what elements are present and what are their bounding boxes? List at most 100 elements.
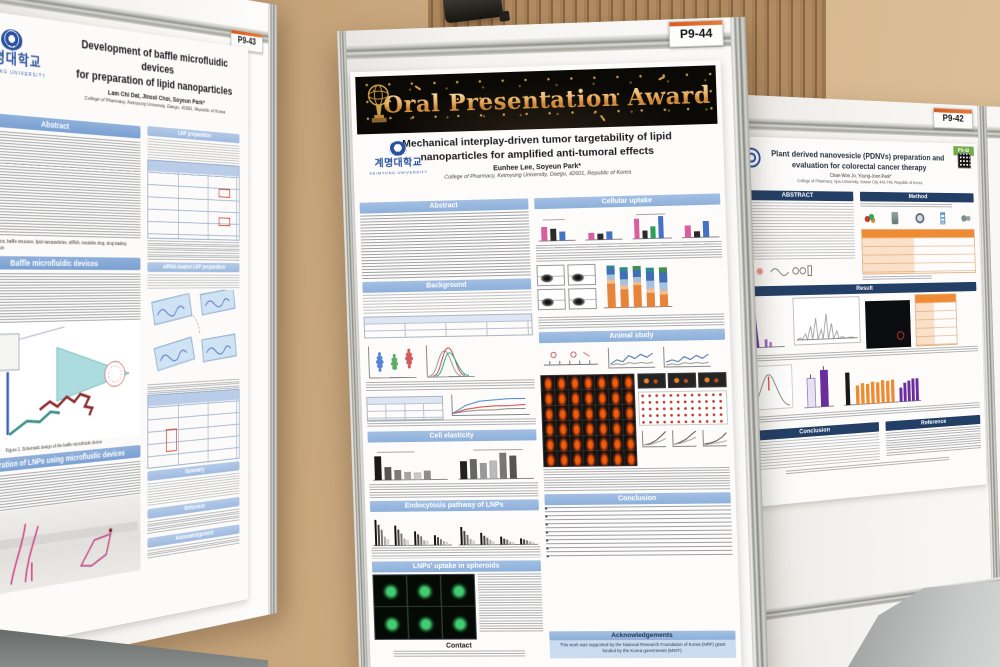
fruits-icon bbox=[863, 212, 876, 223]
tumor-growth-row bbox=[639, 428, 729, 451]
keimyung-logo: 계명대학교 KEIMYUNG UNIVERSITY bbox=[359, 140, 437, 176]
method-column: Method bbox=[859, 189, 976, 282]
confetti bbox=[599, 114, 606, 122]
vesicle-burst-icon bbox=[754, 266, 765, 277]
contact-text-placeholder bbox=[393, 650, 526, 659]
poster-columns: ABSTRACT Method bbox=[739, 187, 976, 283]
endocytosis-bar-chart-b bbox=[456, 527, 540, 547]
poster-board-left: P9-43 계명대학교 KEIMYUNG UNIVERSITY Developm… bbox=[0, 0, 278, 667]
animal-row-2 bbox=[540, 372, 729, 468]
location-tag-label: P9-44 bbox=[679, 26, 713, 42]
section-header-cell-elasticity: Cell elasticity bbox=[367, 429, 537, 443]
formulation-table bbox=[363, 313, 533, 339]
schematic-diagram-row bbox=[742, 260, 856, 281]
body-text-placeholder bbox=[147, 240, 240, 261]
device-photo bbox=[0, 493, 141, 601]
ee-lc-table bbox=[366, 395, 444, 421]
drug-release-line-chart bbox=[446, 390, 534, 419]
poster-right-header: Plant derived nanovesicle (PDNVs) prepar… bbox=[738, 141, 973, 190]
section-header-background: Background bbox=[362, 278, 532, 293]
zeta-potential-chart bbox=[792, 296, 861, 352]
figure1-row bbox=[364, 337, 534, 382]
figure2-row bbox=[366, 390, 536, 421]
keywords-line: Keywords: microfluidics, baffle structur… bbox=[0, 238, 127, 252]
award-banner: Oral Presentation Award bbox=[355, 65, 718, 135]
elasticity-bar-chart-a bbox=[368, 445, 452, 484]
left-column: Abstract Keywords: microfluidics, baffle… bbox=[0, 106, 141, 601]
highlight-box bbox=[218, 188, 231, 198]
board-frame-post bbox=[268, 3, 278, 615]
right-column: Cellular uptake bbox=[534, 190, 737, 659]
section-header-abstract: ABSTRACT bbox=[739, 190, 854, 202]
uptake-bar-chart-a1 bbox=[535, 218, 578, 245]
section-header-method: Method bbox=[859, 191, 974, 203]
flow-cytometry-panels bbox=[536, 263, 597, 311]
youngs-modulus-violin-plot bbox=[364, 341, 420, 382]
cytometry-panel bbox=[568, 287, 597, 310]
university-name-kr: 계명대학교 bbox=[374, 157, 423, 170]
section-header-endocytosis: Endocytosis pathway of LNPs bbox=[369, 499, 539, 512]
characterization-table bbox=[914, 293, 958, 347]
uptake-stacked-bar-chart bbox=[598, 265, 676, 314]
centrifuge-icon bbox=[914, 212, 925, 223]
uptake-bar-charts-row bbox=[535, 207, 722, 246]
acknowledgements-block: Acknowledgements This work was supported… bbox=[549, 630, 737, 659]
ex-vivo-organ-panel bbox=[637, 373, 667, 389]
conclusion-bullets-placeholder bbox=[544, 505, 733, 558]
microfluidic-chip-photo bbox=[0, 494, 138, 600]
location-tag-p9-44: P9-44 bbox=[668, 19, 724, 48]
endocytosis-charts-row bbox=[370, 512, 540, 547]
award-title: Oral Presentation Award bbox=[382, 81, 712, 119]
filtration-column-icon bbox=[939, 211, 946, 224]
ex-vivo-organ-panel bbox=[667, 372, 697, 389]
poster-right-paper: P9-42 Plant derived nanovesicle (PDNVs) … bbox=[732, 136, 987, 509]
viability-bar-chart-a bbox=[799, 362, 835, 412]
section-header-conclusion: Conclusion bbox=[544, 492, 731, 506]
figure4-caption-placeholder bbox=[371, 546, 541, 559]
elasticity-charts-row bbox=[368, 442, 538, 484]
body-text-placeholder bbox=[362, 291, 533, 315]
figure6-caption-placeholder bbox=[535, 240, 723, 264]
reference-list-placeholder bbox=[885, 425, 982, 458]
poster-title-block: Development of baffle microfluidic devic… bbox=[66, 31, 241, 127]
abstract-column: ABSTRACT bbox=[739, 187, 856, 283]
spheroid-row bbox=[372, 573, 544, 640]
figure2-device-diagrams bbox=[147, 290, 239, 380]
location-tag-label: P9-42 bbox=[942, 112, 964, 124]
figure8-caption-placeholder bbox=[543, 466, 731, 492]
figure5-caption-placeholder bbox=[477, 573, 544, 634]
tumor-growth-chart bbox=[639, 428, 668, 451]
figure3-caption-placeholder bbox=[369, 482, 539, 499]
poster-board-center: P9-44 Oral Presentation Award bbox=[337, 16, 769, 667]
highlight-box bbox=[218, 217, 231, 227]
body-text-placeholder bbox=[147, 274, 240, 291]
section-header-animal-study: Animal study bbox=[538, 328, 726, 344]
blender-icon bbox=[891, 211, 899, 224]
viability-bar-chart-b bbox=[841, 372, 922, 410]
body-text-placeholder bbox=[0, 272, 141, 324]
figure1-schematic bbox=[0, 319, 141, 452]
left-column: Abstract Background bbox=[359, 195, 544, 659]
abstract-text-placeholder bbox=[0, 127, 141, 240]
abstract-text-placeholder bbox=[359, 211, 531, 280]
keimyung-logo: 계명대학교 KEIMYUNG UNIVERSITY bbox=[0, 17, 60, 110]
organ-panel-row bbox=[637, 372, 727, 389]
cytometry-panel bbox=[537, 288, 566, 311]
animal-side-figures bbox=[637, 372, 729, 451]
tumor-growth-chart bbox=[669, 428, 698, 451]
location-tag-label: P9-43 bbox=[237, 34, 256, 48]
body-text-placeholder bbox=[862, 275, 932, 282]
right-column: LNP preparation siRNA-loaded LNP prepara… bbox=[147, 123, 240, 568]
baffle-device-schematic bbox=[0, 319, 138, 446]
result-figure-row-1 bbox=[743, 293, 978, 354]
poster-title: Plant derived nanovesicle (PDNVs) prepar… bbox=[738, 147, 973, 174]
qr-code-icon bbox=[957, 152, 972, 169]
location-tag-p9-42: P9-42 bbox=[933, 107, 974, 130]
trophy-icon bbox=[364, 82, 393, 123]
body-text-placeholder bbox=[740, 202, 856, 260]
poster-center-header: 계명대학교 KEIMYUNG UNIVERSITY Mechanical int… bbox=[357, 124, 720, 198]
tem-image bbox=[864, 300, 912, 349]
uptake-bar-chart-a2 bbox=[582, 231, 625, 244]
in-vivo-imaging-grid bbox=[540, 373, 638, 468]
poster-left-paper: 계명대학교 KEIMYUNG UNIVERSITY Development of… bbox=[0, 5, 249, 659]
